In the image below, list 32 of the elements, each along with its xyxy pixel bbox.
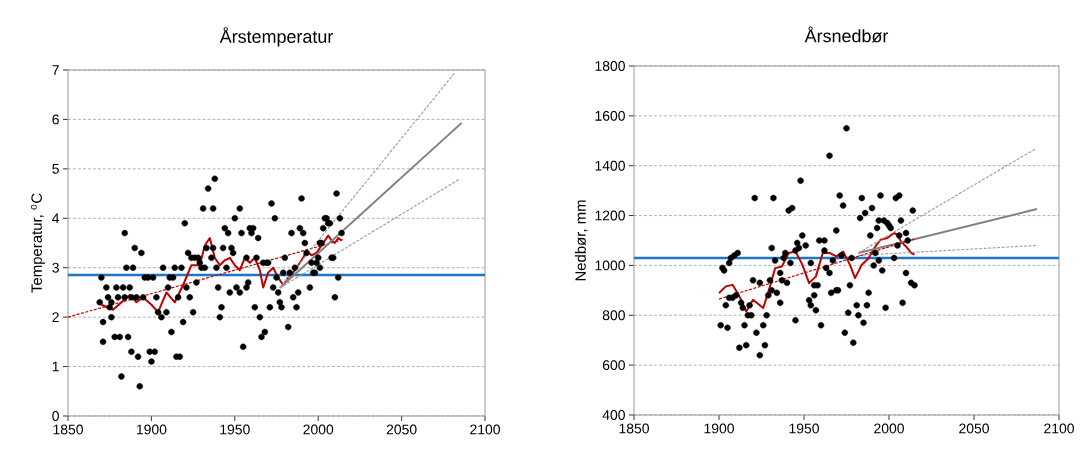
- x-tick-label: 1900: [704, 423, 734, 434]
- y-tick-label: 2: [52, 312, 59, 322]
- y-tick-label: 1400: [595, 160, 625, 171]
- x-tick-label: 2000: [303, 424, 334, 435]
- x-tick-label: 2100: [470, 424, 500, 435]
- y-tick-label: 1000: [595, 260, 625, 271]
- y-tick-label: 1800: [595, 61, 625, 71]
- y-tick-label: 400: [602, 410, 625, 420]
- x-tick-label: 2000: [874, 423, 904, 434]
- y-tick-label: 6: [52, 114, 59, 125]
- chart-title: Årsnedbør: [804, 26, 889, 43]
- x-tick-label: 1900: [136, 424, 167, 435]
- y-tick-label: 800: [602, 310, 625, 321]
- y-tick-label: 1: [52, 361, 59, 372]
- y-tick-label: 600: [602, 360, 625, 371]
- x-tick-label: 1850: [619, 423, 649, 434]
- y-tick-label: 1600: [595, 110, 625, 121]
- y-axis-title: Nedbør, mm: [574, 200, 588, 281]
- x-tick-label: 1950: [789, 423, 819, 434]
- y-tick-label: 7: [52, 65, 59, 75]
- y-tick-label: 5: [52, 163, 59, 174]
- y-tick-label: 3: [52, 262, 59, 273]
- x-tick-label: 1850: [53, 424, 83, 435]
- x-tick-label: 2100: [1044, 423, 1074, 434]
- y-axis-title: Temperatur, $^{o}$C: [30, 193, 45, 293]
- y-tick-label: 4: [52, 213, 60, 224]
- x-tick-label: 2050: [386, 424, 417, 435]
- y-tick-label: 0: [52, 411, 59, 421]
- chart-title: Årstemperatur: [219, 27, 334, 47]
- x-tick-label: 1950: [220, 424, 250, 435]
- x-tick-label: 2050: [959, 423, 989, 434]
- y-tick-label: 1200: [595, 210, 625, 221]
